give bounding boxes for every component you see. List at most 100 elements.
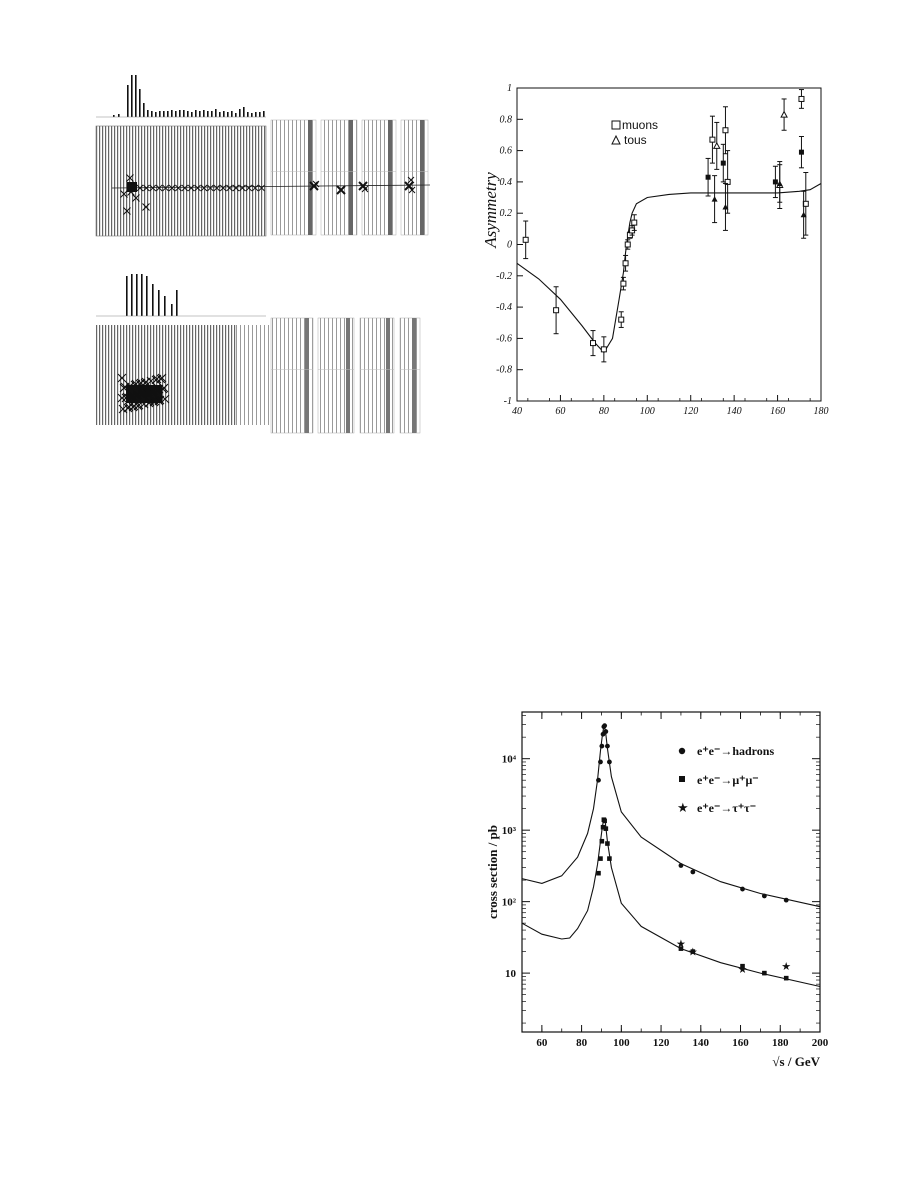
hadron-fit-curve [521, 724, 821, 908]
x-tick-label: 140 [727, 406, 742, 417]
x-tick-label: 100 [613, 1037, 630, 1049]
lepton-fit-curve [521, 817, 821, 988]
asymmetry-ticks: 40 60 80 100 120 140 160 180 1 0.8 0.6 0.4 0.2 0 -0.2 -… [496, 83, 828, 417]
data-point-tautau: ★ [688, 947, 698, 959]
data-point-mumu [599, 838, 605, 844]
asymmetry-fit-curve [516, 183, 822, 354]
data-point-muon [522, 236, 529, 243]
data-point-hadrons [607, 759, 612, 765]
data-point-tautau: ★ [676, 938, 686, 950]
cross-section-plot-frame [521, 711, 821, 1033]
data-point-muon [600, 346, 607, 353]
data-point-muon [618, 316, 625, 323]
data-point-hadrons [599, 743, 605, 749]
data-point-hadrons [603, 729, 609, 734]
legend-muons-marker [611, 120, 621, 130]
legend-hadrons-label: e⁺e⁻→hadrons [697, 744, 774, 758]
y-tick-label: 0 [507, 240, 512, 251]
data-point-mumu [596, 870, 601, 876]
data-point-hadrons [605, 743, 610, 749]
data-point-mumu [600, 824, 606, 830]
cross-section-ylabel: cross section / pb [485, 825, 500, 919]
x-tick-label: 60 [536, 1037, 548, 1049]
data-point-mumu [602, 818, 607, 824]
data-point-muon [722, 127, 729, 134]
y-tick-label: 0.2 [500, 208, 513, 219]
data-point-filled-square [772, 179, 778, 185]
data-point-filled-square [705, 174, 711, 180]
data-point-filled-triangle [722, 203, 729, 210]
data-point-mumu [762, 970, 767, 976]
cross-section-ticks: 60 80 100 120 140 160 180 200 10 10² 10³ 10⁴ [502, 712, 829, 1049]
y-tick-label: -1 [504, 396, 512, 407]
y-tick-label: -0.6 [496, 333, 512, 344]
y-tick-label: 10 [505, 968, 517, 980]
x-tick-label: 180 [814, 406, 829, 417]
data-point-muon [631, 219, 638, 226]
cross-section-xlabel: √s / GeV [772, 1054, 820, 1069]
data-point-mumu [678, 946, 684, 951]
cross-section-data-points: ★★★ ★ [596, 723, 791, 981]
data-point-hadrons [783, 897, 789, 903]
y-tick-label: 0.4 [500, 177, 513, 188]
legend-tautau-label: e⁺e⁻→τ⁺τ⁻ [697, 801, 756, 815]
data-point-hadrons [678, 863, 684, 868]
y-tick-label: 1 [507, 83, 512, 94]
data-point-tautau: ★ [781, 961, 791, 973]
legend-tau-marker: ★ [677, 800, 689, 815]
data-point-tautau: ★ [738, 964, 748, 976]
legend-muons-marker-xs [679, 776, 685, 782]
cross-section-legend: e⁺e⁻→hadrons e⁺e⁻→μ⁺μ⁻ ★ e⁺e⁻→τ⁺τ⁻ [677, 744, 774, 815]
asymmetry-legend: muons tous [611, 118, 658, 147]
data-point-filled-square [720, 160, 726, 166]
legend-tous-marker [611, 134, 621, 145]
data-point-hadrons [598, 759, 603, 765]
data-point-hadrons [602, 723, 608, 729]
x-tick-label: 100 [640, 406, 655, 417]
data-point-muon [798, 95, 805, 102]
data-point-mumu [783, 975, 789, 981]
x-tick-label: 60 [555, 406, 565, 417]
data-point-hadrons [596, 777, 601, 783]
x-tick-label: 80 [576, 1037, 588, 1049]
y-tick-label: 0.8 [500, 114, 513, 125]
data-point-tau [712, 141, 721, 149]
x-tick-label: 200 [812, 1037, 829, 1049]
x-tick-label: 120 [653, 1037, 670, 1049]
data-point-hadrons [690, 869, 696, 875]
y-tick-label: 10² [502, 897, 517, 909]
asymmetry-ylabel: Asymmetry [481, 172, 500, 249]
data-point-mumu [740, 963, 745, 969]
data-point-mumu [690, 949, 696, 954]
data-point-mumu [607, 856, 612, 861]
legend-muons-label: muons [622, 118, 658, 132]
data-point-muon [553, 307, 560, 314]
legend-tous-label: tous [624, 133, 647, 147]
legend-hadrons-marker [678, 747, 686, 755]
x-tick-label: 40 [512, 406, 522, 417]
data-point-muon [590, 340, 596, 347]
data-point-hadrons [740, 886, 745, 892]
asymmetry-data-points [522, 89, 809, 363]
y-tick-label: -0.4 [496, 302, 512, 313]
data-point-mumu [603, 826, 609, 831]
x-tick-label: 160 [732, 1037, 749, 1049]
data-point-filled-triangle [711, 196, 718, 202]
y-tick-label: -0.2 [496, 271, 512, 282]
data-point-filled-triangle [776, 180, 783, 186]
data-point-muon [709, 136, 716, 143]
x-tick-label: 80 [599, 406, 609, 417]
x-tick-label: 180 [772, 1037, 789, 1049]
data-point-hadrons [761, 893, 767, 899]
data-point-mumu [605, 841, 610, 846]
data-point-filled-triangle [800, 211, 807, 218]
y-tick-label: 0.6 [500, 146, 513, 157]
data-point-filled-square [798, 149, 804, 155]
data-point-tau [780, 110, 788, 118]
y-tick-label: 10⁴ [502, 754, 517, 766]
data-point-muon [622, 260, 629, 267]
data-point-muon [624, 241, 631, 248]
y-tick-label: -0.8 [496, 365, 512, 376]
x-tick-label: 160 [770, 406, 785, 417]
